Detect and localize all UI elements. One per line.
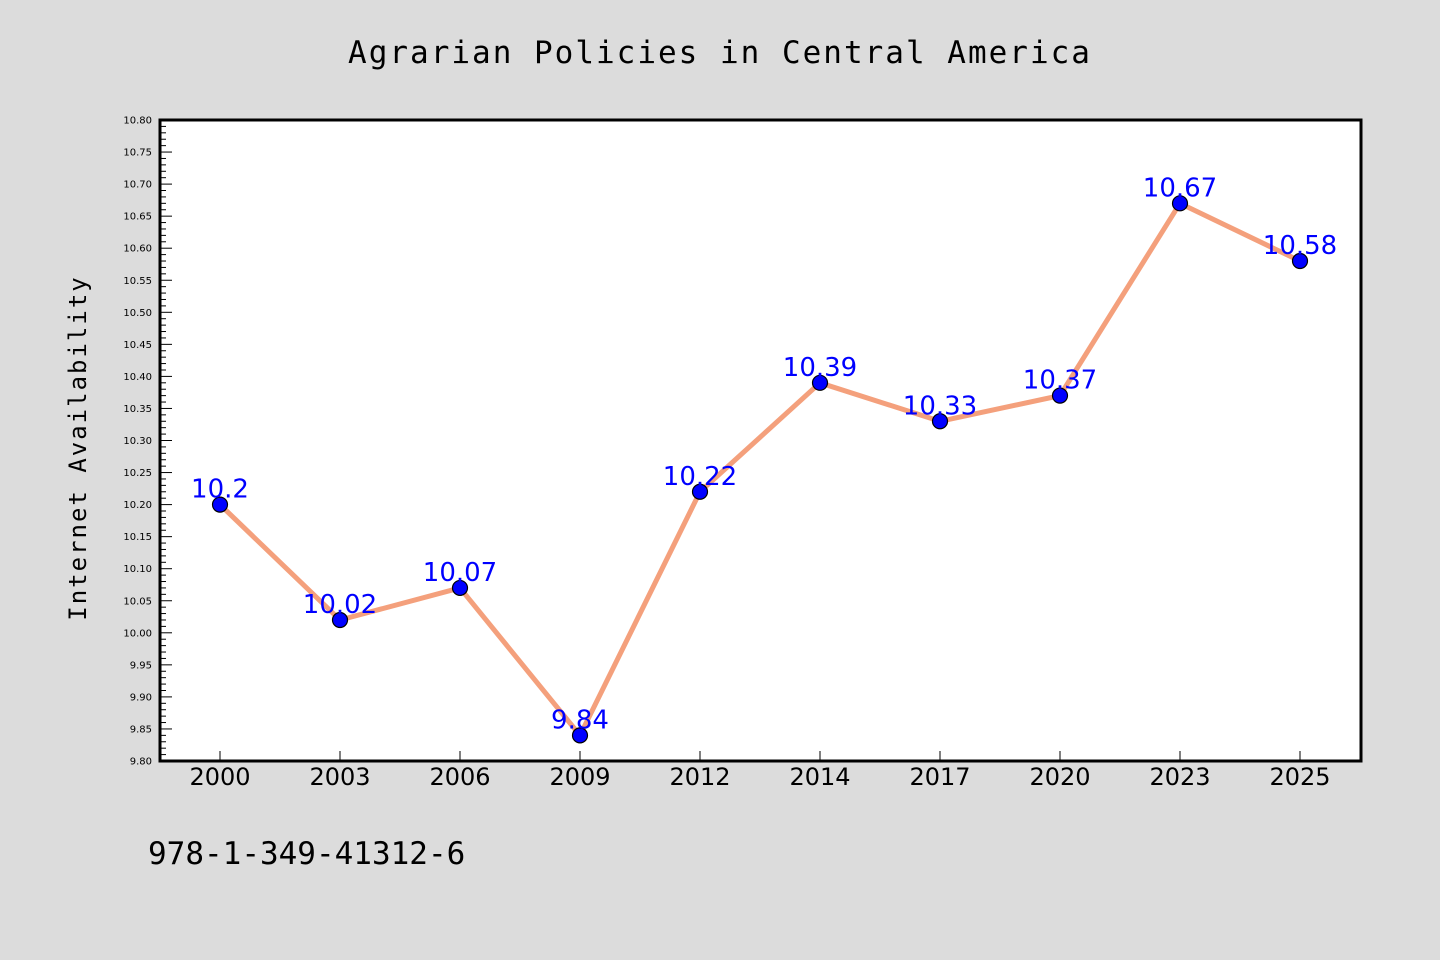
x-axis-ticks: 2000 2003 2006 2009 2012 2014 2017 2020 2023 2025 bbox=[189, 751, 1331, 791]
footer-isbn: 978-1-349-41312-6 bbox=[148, 836, 465, 872]
y-tick-label: 10.35 bbox=[123, 404, 152, 415]
plot-area bbox=[158, 118, 1363, 763]
y-tick-label: 10.20 bbox=[123, 500, 152, 511]
y-tick-label: 10.10 bbox=[123, 564, 152, 575]
y-tick-label: 10.55 bbox=[123, 276, 152, 287]
data-label: 10.33 bbox=[903, 391, 977, 421]
y-axis-ticks: 9.80 9.85 9.90 9.95 10.00 10.05 10.10 10.15 10.2… bbox=[123, 116, 172, 768]
y-tick-label: 10.05 bbox=[123, 596, 152, 607]
y-tick-label: 10.75 bbox=[123, 148, 152, 159]
x-tick-label: 2017 bbox=[909, 763, 970, 791]
y-tick-label: 10.65 bbox=[123, 212, 152, 223]
data-point bbox=[451, 579, 469, 597]
data-label: 10.67 bbox=[1143, 173, 1217, 203]
data-label: 10.39 bbox=[783, 353, 857, 383]
series-layer bbox=[211, 195, 1309, 744]
x-tick-label: 2025 bbox=[1269, 763, 1330, 791]
data-point bbox=[331, 611, 349, 629]
y-tick-label: 10.60 bbox=[123, 244, 152, 255]
y-tick-label: 10.00 bbox=[123, 628, 152, 639]
y-tick-label: 10.25 bbox=[123, 468, 152, 479]
data-point bbox=[211, 496, 229, 513]
data-point bbox=[1291, 252, 1309, 270]
y-tick-label: 10.40 bbox=[123, 372, 152, 383]
y-tick-label: 10.70 bbox=[123, 180, 152, 191]
y-axis-label: Internet Availability bbox=[64, 275, 92, 620]
data-label: 10.02 bbox=[303, 590, 377, 620]
x-tick-label: 2009 bbox=[549, 763, 610, 791]
y-tick-label: 9.80 bbox=[130, 757, 152, 768]
x-tick-label: 2012 bbox=[669, 763, 730, 791]
series-line bbox=[217, 200, 1303, 738]
data-label: 9.84 bbox=[551, 705, 609, 735]
x-tick-label: 2020 bbox=[1029, 763, 1090, 791]
y-tick-label: 10.80 bbox=[123, 116, 152, 127]
data-point bbox=[811, 374, 829, 391]
y-tick-label: 10.15 bbox=[123, 532, 152, 543]
y-tick-label: 10.30 bbox=[123, 436, 152, 447]
y-tick-label: 9.85 bbox=[130, 724, 152, 735]
y-tick-label: 10.50 bbox=[123, 308, 152, 319]
data-label: 10.58 bbox=[1263, 231, 1337, 261]
data-label: 10.07 bbox=[423, 558, 497, 588]
y-tick-label: 9.90 bbox=[130, 692, 152, 703]
x-tick-label: 2014 bbox=[789, 763, 850, 791]
data-labels: 10.2 10.02 10.07 9.84 10.22 10.39 10.33 10.37 10… bbox=[191, 173, 1337, 735]
chart-title: Agrarian Policies in Central America bbox=[348, 35, 1092, 71]
data-point bbox=[1171, 195, 1189, 212]
y-tick-label: 10.45 bbox=[123, 340, 152, 351]
data-point bbox=[931, 413, 949, 430]
x-tick-label: 2006 bbox=[429, 763, 490, 791]
data-label: 10.22 bbox=[663, 462, 737, 492]
data-point bbox=[691, 483, 709, 500]
data-label: 10.2 bbox=[191, 475, 249, 505]
x-tick-label: 2000 bbox=[189, 763, 250, 791]
data-label: 10.37 bbox=[1023, 366, 1097, 396]
x-tick-label: 2023 bbox=[1149, 763, 1210, 791]
data-point bbox=[1051, 387, 1069, 404]
y-tick-label: 9.95 bbox=[130, 660, 152, 671]
data-point bbox=[571, 727, 589, 744]
x-tick-label: 2003 bbox=[309, 763, 370, 791]
